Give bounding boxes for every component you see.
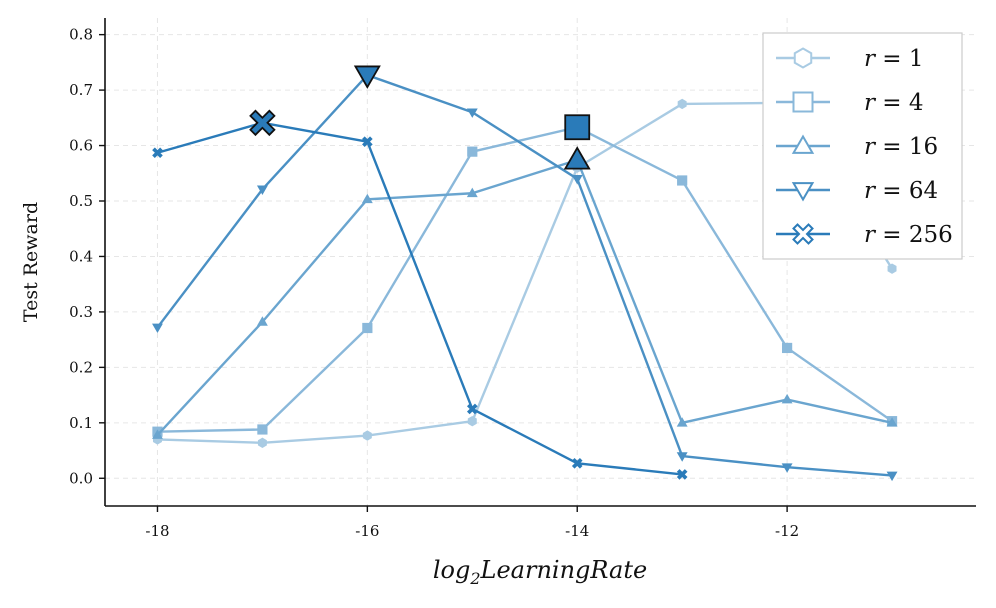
axes <box>104 18 976 507</box>
y-tick-label: 0.5 <box>69 192 93 210</box>
legend-label-value: 64 <box>909 178 938 204</box>
x-tick-label: -16 <box>355 522 379 540</box>
data-point <box>467 415 477 427</box>
legend-entry: r = 1 <box>776 46 924 72</box>
series-line <box>156 73 893 477</box>
best-point-marker <box>563 146 591 170</box>
data-point <box>466 187 478 198</box>
y-tick-label: 0.8 <box>69 26 93 44</box>
data-point <box>257 437 267 448</box>
data-point <box>466 108 478 118</box>
data-point <box>887 263 897 274</box>
x-axis-title-base: log <box>433 556 471 584</box>
legend-label-eq: = <box>875 90 909 116</box>
data-point <box>361 193 373 204</box>
data-point <box>362 136 373 147</box>
series-line <box>157 121 683 476</box>
legend-label-value: 256 <box>909 222 953 248</box>
legend-label: r = 256 <box>864 222 953 248</box>
series-layer <box>152 65 898 482</box>
legend-marker <box>792 91 814 113</box>
data-point <box>362 322 373 334</box>
series-64 <box>152 71 898 482</box>
legend: r = 1r = 4r = 16r = 64r = 256 <box>762 32 963 260</box>
legend-label-eq: = <box>875 46 909 72</box>
x-tick-label: -14 <box>565 522 589 540</box>
series-line <box>156 158 893 436</box>
best-point-marker <box>249 109 276 137</box>
x-axis-title: log2LearningRate <box>433 556 647 588</box>
y-tick-label: 0.0 <box>69 469 93 487</box>
legend-entry: r = 256 <box>776 222 953 248</box>
legend-label-eq: = <box>875 134 909 160</box>
legend-label-value: 1 <box>909 46 924 72</box>
data-point <box>676 417 688 427</box>
data-point <box>152 323 163 334</box>
y-tick-label: 0.4 <box>69 247 93 265</box>
legend-label: r = 4 <box>864 90 924 116</box>
legend-marker <box>793 47 813 69</box>
best-markers <box>249 65 799 170</box>
legend-label-var: r <box>864 46 877 72</box>
data-point <box>781 393 793 404</box>
legend-label-value: 16 <box>909 134 938 160</box>
legend-label-var: r <box>864 178 877 204</box>
legend-label-var: r <box>864 134 877 160</box>
y-axis-title: Test Reward <box>20 202 42 322</box>
y-tick-label: 0.1 <box>69 414 93 432</box>
data-point <box>256 316 268 326</box>
data-point <box>152 147 163 159</box>
legend-label-eq: = <box>875 178 909 204</box>
x-axis-title-subscript: 2 <box>469 569 480 588</box>
data-point <box>571 457 583 469</box>
legend-entry: r = 4 <box>776 90 924 116</box>
y-tick-label: 0.2 <box>69 358 93 376</box>
data-point <box>886 471 898 482</box>
legend-label: r = 64 <box>864 178 938 204</box>
best-point-marker <box>564 114 591 141</box>
tick-labels: 0.0 0.1 0.2 0.3 0.4 0.5 0.6 0.7 0.8 -18 -16 -14 -12 <box>69 26 799 540</box>
legend-label-eq: = <box>875 222 909 248</box>
x-tick-label: -18 <box>145 522 169 540</box>
best-point-marker <box>353 65 381 89</box>
data-point <box>676 469 688 480</box>
data-point <box>467 146 478 157</box>
legend-label-var: r <box>864 90 877 116</box>
legend-marker <box>791 182 815 202</box>
legend-label-value: 4 <box>909 90 924 116</box>
x-tick-label: -12 <box>775 522 799 540</box>
legend-marker <box>791 134 815 154</box>
data-point <box>886 417 898 427</box>
series-line <box>157 126 893 433</box>
y-tick-label: 0.3 <box>69 303 93 321</box>
legend-entry: r = 16 <box>776 134 938 160</box>
data-point <box>782 342 793 354</box>
data-point <box>362 430 372 441</box>
data-point <box>466 403 478 415</box>
legend-label: r = 1 <box>864 46 924 72</box>
legend-label: r = 16 <box>864 134 938 160</box>
data-point <box>676 452 688 462</box>
data-point <box>571 174 583 185</box>
data-point <box>677 175 688 186</box>
data-point <box>257 424 268 435</box>
data-point <box>256 185 268 195</box>
series-256 <box>152 117 688 480</box>
y-tick-label: 0.6 <box>69 137 93 155</box>
legend-entry: r = 64 <box>776 178 938 204</box>
x-axis-title-rest: LearningRate <box>480 556 648 584</box>
legend-marker <box>792 223 814 245</box>
data-point <box>781 463 793 473</box>
legend-label-var: r <box>864 222 877 248</box>
series-16 <box>152 154 898 439</box>
data-point <box>677 98 687 110</box>
data-point <box>152 429 163 439</box>
y-tick-label: 0.7 <box>69 81 93 99</box>
